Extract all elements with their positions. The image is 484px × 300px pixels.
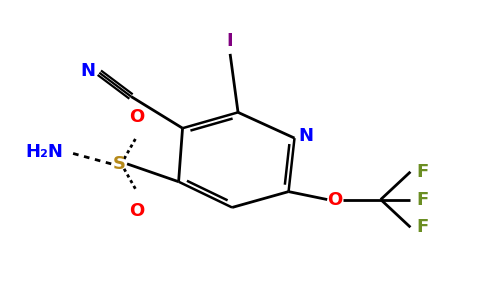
Text: F: F: [416, 190, 429, 208]
Text: F: F: [416, 218, 429, 236]
Text: I: I: [227, 32, 233, 50]
Text: O: O: [129, 202, 145, 220]
Text: H₂N: H₂N: [26, 143, 64, 161]
Text: S: S: [113, 155, 126, 173]
Text: O: O: [129, 108, 145, 126]
Text: F: F: [416, 163, 429, 181]
Text: N: N: [80, 62, 95, 80]
Text: O: O: [328, 190, 343, 208]
Text: N: N: [299, 127, 314, 145]
